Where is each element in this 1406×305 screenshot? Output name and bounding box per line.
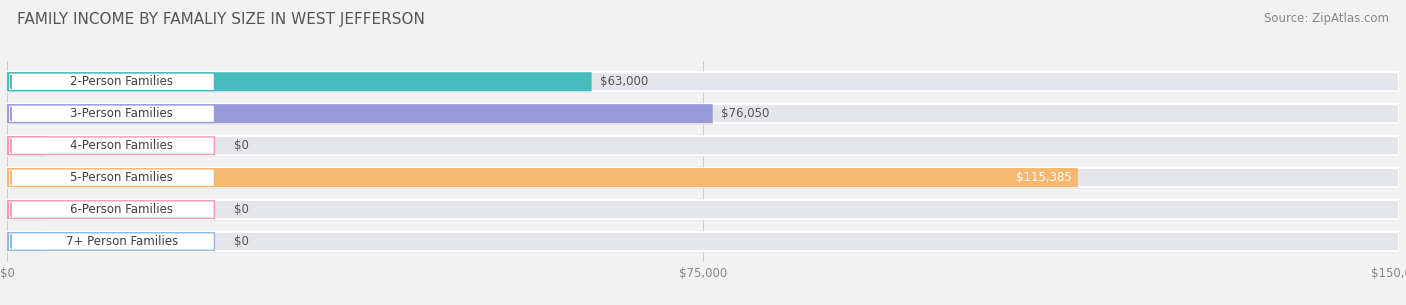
- Text: 6-Person Families: 6-Person Families: [70, 203, 173, 216]
- Text: $0: $0: [233, 203, 249, 216]
- Text: 7+ Person Families: 7+ Person Families: [66, 235, 177, 248]
- FancyBboxPatch shape: [7, 104, 713, 123]
- FancyBboxPatch shape: [7, 104, 1399, 123]
- FancyBboxPatch shape: [10, 201, 1396, 221]
- Text: 5-Person Families: 5-Person Families: [70, 171, 173, 184]
- FancyBboxPatch shape: [10, 74, 1396, 93]
- FancyBboxPatch shape: [7, 168, 1399, 187]
- FancyBboxPatch shape: [8, 105, 215, 123]
- FancyBboxPatch shape: [8, 169, 215, 186]
- Text: $0: $0: [233, 139, 249, 152]
- FancyBboxPatch shape: [7, 72, 592, 92]
- FancyBboxPatch shape: [8, 201, 215, 218]
- FancyBboxPatch shape: [7, 168, 1078, 187]
- Text: Source: ZipAtlas.com: Source: ZipAtlas.com: [1264, 12, 1389, 25]
- FancyBboxPatch shape: [10, 169, 1396, 188]
- FancyBboxPatch shape: [7, 232, 1399, 251]
- FancyBboxPatch shape: [7, 72, 1399, 92]
- FancyBboxPatch shape: [7, 136, 1399, 155]
- Text: FAMILY INCOME BY FAMALIY SIZE IN WEST JEFFERSON: FAMILY INCOME BY FAMALIY SIZE IN WEST JE…: [17, 12, 425, 27]
- FancyBboxPatch shape: [8, 233, 215, 250]
- Text: 3-Person Families: 3-Person Families: [70, 107, 173, 120]
- FancyBboxPatch shape: [7, 136, 46, 155]
- FancyBboxPatch shape: [7, 200, 46, 219]
- FancyBboxPatch shape: [7, 232, 46, 251]
- FancyBboxPatch shape: [8, 137, 215, 154]
- FancyBboxPatch shape: [10, 137, 1396, 156]
- Text: 4-Person Families: 4-Person Families: [70, 139, 173, 152]
- Text: 2-Person Families: 2-Person Families: [70, 75, 173, 88]
- FancyBboxPatch shape: [7, 200, 1399, 219]
- FancyBboxPatch shape: [8, 73, 215, 91]
- Text: $0: $0: [233, 235, 249, 248]
- FancyBboxPatch shape: [10, 233, 1396, 253]
- Text: $76,050: $76,050: [721, 107, 769, 120]
- FancyBboxPatch shape: [10, 106, 1396, 124]
- Text: $63,000: $63,000: [600, 75, 648, 88]
- Text: $115,385: $115,385: [1017, 171, 1073, 184]
